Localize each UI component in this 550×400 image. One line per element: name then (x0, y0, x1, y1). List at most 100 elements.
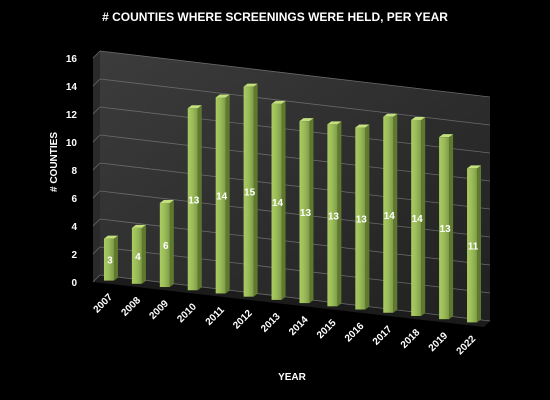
x-tick-label: 2012 (231, 308, 255, 332)
y-tick-label: 8 (71, 166, 77, 177)
x-tick-label: 2015 (315, 317, 339, 341)
y-tick-label: 2 (71, 250, 77, 261)
bar-top (411, 116, 426, 120)
bar-top (215, 94, 230, 98)
bar-side (197, 105, 202, 291)
gridline-side (92, 162, 101, 171)
x-tick-label: 2018 (399, 327, 423, 351)
bar-top (159, 200, 174, 204)
bar (215, 94, 230, 294)
bar (159, 200, 174, 288)
bar (411, 116, 426, 316)
data-label: 13 (328, 211, 340, 222)
bar (383, 113, 398, 313)
bar-side (393, 113, 398, 313)
data-label: 14 (216, 191, 228, 202)
bar-top (243, 83, 258, 87)
plot-area: 0 2 4 6 8 10 12 14 16 3 2007 4 2008 6 2009 13 2010 14 2011… (66, 50, 491, 357)
gridline-side (92, 274, 101, 283)
x-tick-label: 2014 (287, 314, 311, 338)
bar (467, 165, 482, 323)
data-label: 14 (384, 211, 396, 222)
data-label: 13 (188, 195, 200, 206)
bar-side (113, 235, 118, 281)
x-tick-label: 2008 (120, 295, 144, 319)
bar (327, 121, 342, 307)
data-label: 13 (356, 215, 368, 226)
y-tick-label: 14 (66, 82, 78, 93)
bar (355, 124, 370, 310)
bar-front (411, 119, 422, 316)
bar-side (141, 224, 146, 284)
data-label: 13 (300, 208, 312, 219)
chart-title: # COUNTIES WHERE SCREENINGS WERE HELD, P… (102, 10, 448, 24)
bar-side (169, 200, 174, 288)
bar-top (383, 113, 398, 117)
bar-side (337, 121, 342, 307)
gridline-side (92, 190, 101, 199)
x-tick-label: 2010 (175, 301, 199, 325)
bar-front (243, 86, 254, 297)
x-tick-label: 2013 (259, 311, 283, 335)
bar-top (103, 235, 118, 239)
y-tick-label: 4 (71, 222, 77, 233)
y-tick-label: 0 (71, 278, 77, 289)
bar-side (225, 94, 230, 294)
bar-front (215, 97, 226, 294)
bar-top (467, 165, 482, 169)
bar-front (355, 127, 366, 310)
x-tick-label: 2017 (371, 324, 395, 348)
bar-side (365, 124, 370, 310)
bar (271, 100, 286, 300)
bar-side (421, 116, 426, 316)
bar (439, 134, 454, 320)
gridline-side (92, 246, 101, 255)
bar-front (103, 238, 114, 281)
bar-top (271, 100, 286, 104)
y-tick-label: 12 (66, 110, 78, 121)
x-tick-label: 2016 (343, 321, 367, 345)
bar-front (439, 137, 450, 320)
x-tick-label: 2022 (455, 333, 479, 357)
bar-top (439, 134, 454, 138)
bar (131, 224, 146, 284)
bar-front (327, 124, 338, 307)
gridline-side (92, 50, 101, 59)
data-label: 14 (272, 198, 284, 209)
y-tick-label: 6 (71, 194, 77, 205)
bar-side (281, 100, 286, 300)
bar (243, 83, 258, 297)
data-label: 4 (135, 252, 141, 263)
bar-front (131, 227, 142, 284)
gridline-side (92, 218, 101, 227)
bar-top (327, 121, 342, 125)
data-label: 6 (163, 241, 169, 252)
data-label: 15 (244, 188, 256, 199)
bar-top (299, 118, 314, 122)
bar-top (131, 224, 146, 228)
x-tick-label: 2009 (147, 298, 171, 322)
bar (103, 235, 118, 281)
bar-front (187, 108, 198, 291)
x-tick-label: 2007 (92, 292, 116, 316)
data-label: 11 (468, 241, 479, 252)
bar-front (271, 103, 282, 300)
bar-front (467, 168, 478, 323)
bar-front (159, 203, 170, 288)
gridline-side (92, 134, 101, 143)
gridline-side (92, 106, 101, 115)
gridline (99, 50, 491, 98)
gridline-side (92, 78, 101, 87)
x-axis-title: YEAR (278, 372, 307, 383)
bar (299, 118, 314, 304)
y-tick-label: 16 (66, 54, 78, 65)
bar-side (477, 165, 482, 323)
y-axis-title: # COUNTIES (49, 132, 60, 192)
y-tick-label: 10 (66, 138, 78, 149)
data-label: 3 (107, 256, 113, 267)
bar-side (449, 134, 454, 320)
bar-top (355, 124, 370, 128)
bar-top (187, 105, 202, 109)
data-label: 13 (440, 224, 452, 235)
